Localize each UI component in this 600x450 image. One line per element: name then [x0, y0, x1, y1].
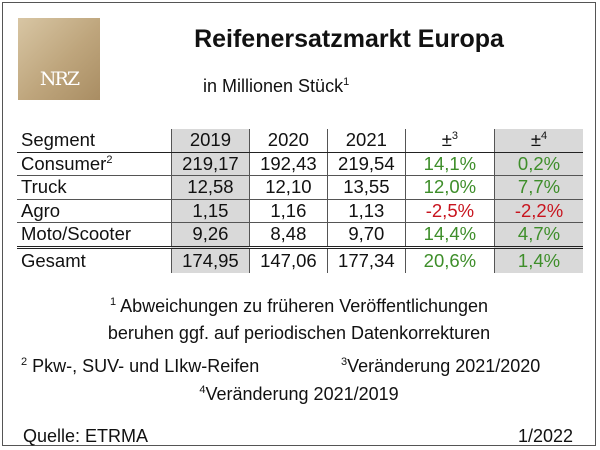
subtitle-text: in Millionen Stück: [203, 76, 344, 96]
value-2021: 219,54: [326, 152, 406, 176]
total-2021: 177,34: [326, 247, 406, 273]
total-change-2021-2020: 20,6%: [404, 247, 495, 273]
segment-label: Truck: [17, 175, 172, 200]
footnote-4-text: Veränderung 2021/2019: [205, 384, 399, 404]
header-change2-footnote: 4: [541, 130, 548, 143]
subtitle-footnote-mark: 1: [343, 76, 350, 88]
footnote-2-mark: 2: [21, 356, 28, 368]
table-row: Consumer2 219,17 192,43 219,54 14,1% 0,2…: [17, 152, 583, 176]
change-2021-2020: 14,4%: [404, 222, 495, 249]
value-2019: 219,17: [170, 152, 250, 176]
header-change1-symbol: ±: [441, 129, 452, 151]
segment-label: Moto/Scooter: [17, 222, 172, 249]
header-change1-footnote: 3: [451, 130, 459, 143]
change-2021-2020: 12,0%: [404, 175, 495, 200]
total-label: Gesamt: [21, 249, 86, 271]
issue-date: 1/2022: [517, 426, 573, 446]
table-header-row: Segment 2019 2020 2021 ±3 ±4: [17, 129, 583, 153]
segment-label: Consumer: [21, 152, 107, 174]
nrz-logo: NRZ: [18, 18, 100, 100]
table-row: Moto/Scooter 9,26 8,48 9,70 14,4% 4,7%: [17, 222, 583, 249]
total-change-2021-2019: 1,4%: [493, 247, 583, 273]
value-2021: 1,13: [326, 199, 406, 223]
footnote-2-text: Pkw-, SUV- und LIkw-Reifen: [32, 356, 260, 376]
header-change2-symbol: ±: [530, 129, 541, 151]
value-2020: 12,10: [248, 175, 328, 200]
change-2021-2019: -2,2%: [493, 199, 583, 223]
source-credit: Quelle: ETRMA: [23, 426, 149, 446]
header-2020: 2020: [248, 129, 328, 153]
subtitle: in Millionen Stück1: [203, 76, 349, 97]
header-segment: Segment: [17, 129, 172, 153]
header-change-2021-2019: ±4: [493, 129, 583, 153]
value-2020: 1,16: [248, 199, 328, 223]
change-2021-2020: -2,5%: [404, 199, 495, 223]
infographic-frame: NRZ Reifenersatzmarkt Europa in Millione…: [2, 2, 596, 446]
page-title: Reifenersatzmarkt Europa: [194, 25, 504, 53]
footnote-1-line-2: beruhen ggf. auf periodischen Datenkorre…: [107, 323, 491, 343]
change-2021-2019: 4,7%: [493, 222, 583, 249]
header-change-2021-2020: ±3: [404, 129, 495, 153]
total-row: Gesamt 174,95 147,06 177,34 20,6% 1,4%: [17, 247, 583, 273]
change-2021-2019: 7,7%: [493, 175, 583, 200]
change-2021-2020: 14,1%: [404, 152, 495, 176]
segment-label: Agro: [17, 199, 172, 223]
footnote-1-text: Abweichungen zu früheren Veröffentlichun…: [120, 296, 489, 316]
segment-footnote-mark: 2: [106, 153, 113, 166]
value-2019: 1,15: [170, 199, 250, 223]
table-row: Agro 1,15 1,16 1,13 -2,5% -2,2%: [17, 199, 583, 223]
value-2019: 9,26: [170, 222, 250, 249]
footnote-3: 3Veränderung 2021/2020: [341, 356, 540, 377]
table-row: Truck 12,58 12,10 13,55 12,0% 7,7%: [17, 175, 583, 200]
footnote-3-mark: 3: [341, 356, 348, 368]
header-2019: 2019: [170, 129, 250, 153]
change-2021-2019: 0,2%: [493, 152, 583, 176]
footnote-3-text: Veränderung 2021/2020: [347, 356, 541, 376]
value-2019: 12,58: [170, 175, 250, 200]
segment-cell: Consumer2: [17, 152, 172, 176]
total-2020: 147,06: [248, 247, 328, 273]
market-table: Segment 2019 2020 2021 ±3 ±4 Consumer2 2…: [17, 129, 583, 273]
value-2021: 9,70: [326, 222, 406, 249]
value-2020: 8,48: [248, 222, 328, 249]
footnote-4: 4Veränderung 2021/2019: [3, 384, 595, 405]
value-2021: 13,55: [326, 175, 406, 200]
footnote-2: 2 Pkw-, SUV- und LIkw-Reifen: [21, 356, 259, 377]
value-2020: 192,43: [248, 152, 328, 176]
header-2021: 2021: [326, 129, 406, 153]
total-2019: 174,95: [170, 247, 250, 273]
footnote-4-mark: 4: [199, 384, 206, 396]
logo-text: NRZ: [39, 68, 80, 90]
footnote-1-line-1: 1 Abweichungen zu früheren Veröffentlich…: [3, 296, 595, 317]
footnote-1-mark: 1: [109, 296, 117, 308]
